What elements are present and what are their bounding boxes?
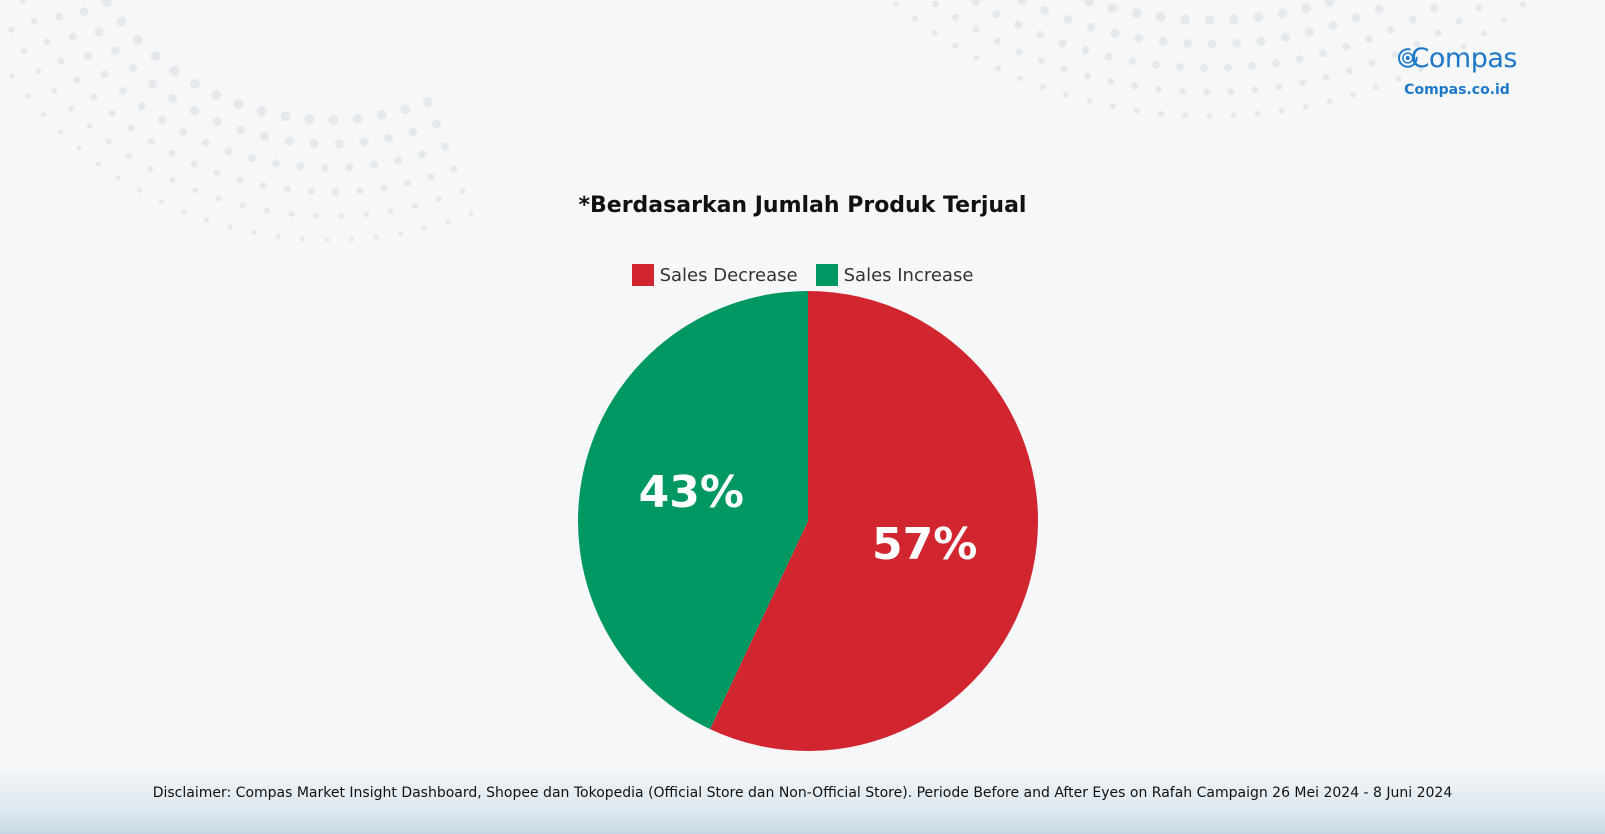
data-label-sales-increase: 43%	[639, 467, 744, 518]
logo-site-url: Compas.co.id	[1404, 82, 1510, 98]
pie-slice-sales-decrease	[710, 291, 1038, 752]
legend-swatch-sales-decrease	[631, 264, 654, 286]
disclaimer-text: Disclaimer: Compas Market Insight Dashbo…	[152, 785, 1453, 801]
legend-item-sales-increase: Sales Increase	[815, 264, 974, 286]
chart-title: *Berdasarkan Jumlah Produk Terjual	[578, 193, 1027, 218]
legend-label-sales-increase: Sales Increase	[843, 264, 974, 286]
data-label-sales-decrease: 57%	[872, 519, 977, 570]
legend-item-sales-decrease: Sales Decrease	[631, 264, 798, 286]
legend-label-sales-decrease: Sales Decrease	[659, 264, 798, 286]
legend-swatch-sales-increase	[815, 264, 838, 286]
bottom-gradient-band	[0, 764, 1605, 834]
brand-logo: Compas Compas.co.id	[1397, 36, 1518, 98]
pie-slice-sales-increase	[577, 291, 808, 730]
logo-wordmark: Compas	[1410, 42, 1518, 74]
chart-legend: Sales Decrease Sales Increase	[0, 264, 1605, 286]
compas-logo-icon	[1397, 48, 1418, 68]
